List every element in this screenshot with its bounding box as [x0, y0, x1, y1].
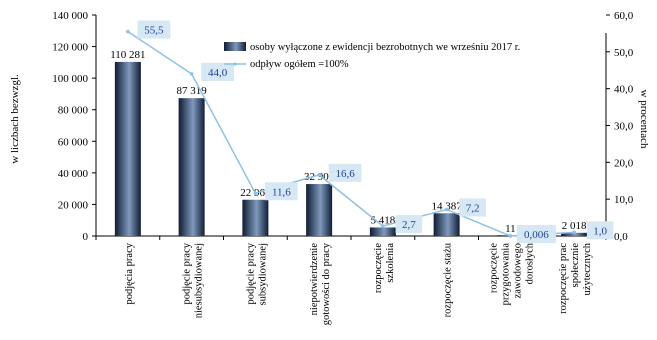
percent-point	[444, 207, 449, 212]
left-tick-label: 140 000	[52, 10, 88, 22]
percent-point	[508, 234, 513, 238]
category-label-line: zawodowego	[512, 243, 523, 298]
category-label-line: rozpoczęcie prac	[558, 243, 569, 314]
bar	[369, 227, 396, 236]
percent-line	[127, 30, 575, 237]
left-tick-label: 20 000	[58, 199, 89, 211]
category-label-line: przygotowania	[500, 243, 511, 306]
percent-label-group: 7,2	[459, 198, 486, 217]
category-label-line: dorosłych	[524, 242, 535, 284]
percent-value-label: 11,6	[272, 186, 291, 198]
bar	[178, 98, 205, 236]
left-axis-ticks: 0 20 000 40 000 60 000 80 000 100 000 120 000 1…	[52, 10, 96, 243]
category-label-line: rozpoczęcie	[373, 243, 384, 293]
percent-label-box	[264, 182, 298, 201]
bars	[114, 61, 588, 237]
percent-value-label: 55,5	[144, 25, 164, 37]
legend-line-marker	[233, 62, 237, 66]
bar-value-label: 11	[505, 223, 516, 235]
left-tick-label: 40 000	[58, 168, 89, 180]
left-tick-label: 80 000	[58, 105, 89, 117]
percent-label-box	[586, 221, 614, 240]
category-label-line: rozpoczęcie	[488, 243, 499, 293]
category-label-line: podjęcie pracy	[182, 242, 193, 304]
bar	[242, 199, 269, 236]
percent-label-box	[459, 198, 486, 217]
percent-value-label: 1,0	[593, 225, 607, 237]
bar	[306, 184, 333, 236]
category-label-line: społecznie	[570, 243, 581, 288]
percent-point	[189, 72, 194, 76]
left-tick-label: 60 000	[58, 136, 89, 148]
percent-value-label: 7,2	[466, 202, 480, 214]
category-label-line: gotowości do pracy	[321, 242, 332, 325]
percent-line-series	[126, 29, 576, 238]
bar-value-label: 2 018	[562, 220, 587, 232]
percent-value-label: 0,006	[524, 229, 549, 241]
right-tick-label: 40,0	[614, 84, 634, 96]
percent-label-box	[201, 62, 235, 81]
right-tick-label: 20,0	[614, 157, 634, 169]
percent-point	[126, 29, 130, 34]
percent-point	[572, 230, 576, 235]
percent-value-labels: 55,5 44,0 11,6 16,6 2,7 7,2 0,006 1,0	[137, 20, 614, 243]
right-tick-label: 60,0	[614, 10, 634, 22]
right-axis-ticks: 0,0 10,0 20,0 30,0 40,0 50,0 60,0	[606, 10, 634, 243]
category-label-line: podjęcie pracy	[245, 242, 256, 304]
left-axis-title: w liczbach bezwzgl.	[9, 74, 21, 164]
percent-label-group: 55,5	[137, 20, 171, 39]
percent-label-group: 11,6	[264, 182, 298, 201]
percent-value-label: 2,7	[402, 219, 416, 231]
percent-label-group: 1,0	[586, 221, 614, 240]
percent-label-group: 0,006	[516, 224, 556, 243]
bar-value-label: 5 418	[371, 214, 396, 226]
bar	[433, 213, 460, 236]
percent-point	[253, 191, 258, 196]
left-tick-label: 0	[83, 231, 89, 243]
right-tick-label: 30,0	[614, 121, 634, 133]
percent-label-box	[328, 163, 362, 182]
left-tick-label: 100 000	[52, 73, 88, 85]
percent-label-box	[395, 215, 423, 234]
category-label-line: rozpoczęcie stażu	[443, 242, 454, 317]
bar	[561, 232, 588, 236]
percent-label-group: 16,6	[328, 163, 362, 182]
percent-label-group: 2,7	[395, 215, 423, 234]
percent-label-group: 44,0	[201, 62, 235, 81]
bar-value-label: 110 281	[110, 49, 145, 61]
category-label-line: niesubsydiowanej	[194, 243, 205, 318]
category-label-line: podjęcia pracy	[124, 242, 135, 304]
bar	[114, 61, 141, 237]
right-tick-label: 10,0	[614, 194, 634, 206]
percent-label-box	[137, 20, 171, 39]
left-tick-label: 120 000	[52, 42, 88, 54]
category-label-line: szkolenia	[385, 243, 396, 283]
percent-point	[381, 224, 385, 228]
category-label-line: użytecznych	[582, 242, 593, 295]
right-tick-label: 50,0	[614, 47, 634, 59]
legend-bar-label: osoby wyłączone z ewidencji bezrobotnych…	[250, 42, 520, 53]
bar-value-label: 32 900	[304, 171, 335, 183]
bar-value-label: 14 387	[432, 200, 463, 212]
right-axis-title: w procentach	[638, 90, 650, 149]
category-labels: podjęcia pracy podjęcie pracy niesubsydiow…	[124, 242, 593, 325]
percent-point	[317, 173, 321, 177]
percent-value-label: 44,0	[208, 67, 228, 79]
category-label-line: niepotwierdzenie	[309, 243, 320, 316]
legend-line-label: odpływ ogółem =100%	[250, 59, 349, 70]
percent-label-box	[516, 224, 556, 243]
plot-area: 0 20 000 40 000 60 000 80 000 100 000 120 000 1…	[52, 10, 634, 325]
percent-value-label: 16,6	[336, 168, 356, 180]
legend: osoby wyłączone z ewidencji bezrobotnych…	[224, 42, 520, 70]
right-tick-label: 0,0	[614, 231, 628, 243]
legend-bar-swatch	[224, 42, 246, 51]
category-label-line: subsydiowanej	[257, 243, 268, 305]
